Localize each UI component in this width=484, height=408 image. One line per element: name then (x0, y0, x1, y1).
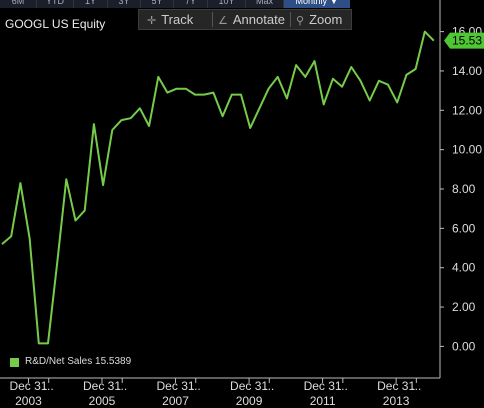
period-dropdown[interactable]: Monthly ▼ (284, 0, 350, 8)
x-tick-label: ... (117, 379, 127, 393)
toolbar-divider (212, 12, 213, 27)
legend: R&D/Net Sales 15.5389 (5, 355, 150, 371)
x-tick-label: Dec 31 (157, 379, 195, 393)
x-tick-label: Dec 31 (304, 379, 342, 393)
y-tick-label: 2.00 (452, 300, 476, 314)
toolbar-divider (290, 12, 291, 27)
chart-toolbar: ✛ Track ∠ Annotate ⚲ Zoom (138, 9, 352, 30)
magnifier-icon: ⚲ (296, 15, 305, 27)
legend-swatch (10, 358, 19, 367)
range-ytd-button[interactable]: YTD (37, 0, 74, 8)
x-tick-year-label: 2013 (383, 394, 410, 408)
x-tick-label: ... (411, 379, 421, 393)
zoom-label: Zoom (309, 12, 343, 27)
range-10y-button[interactable]: 10Y (208, 0, 246, 8)
y-tick-label: 6.00 (452, 221, 476, 235)
y-tick-label: 4.00 (452, 261, 476, 275)
x-tick-year-label: 2007 (162, 394, 189, 408)
y-tick-label: 10.00 (452, 143, 482, 157)
x-tick-label: Dec 31 (9, 379, 47, 393)
x-tick-year-label: 2011 (310, 394, 336, 408)
x-tick-label: Dec 31 (230, 379, 268, 393)
ticker-label: GOOGL US Equity (5, 17, 106, 31)
y-tick-label: 12.00 (452, 103, 482, 117)
range-bar: 6M YTD 1Y 3Y 5Y 7Y 10Y Max Monthly ▼ (0, 0, 484, 9)
legend-value: 15.5389 (95, 356, 132, 367)
annotate-button[interactable]: ∠ Annotate (218, 10, 285, 29)
last-value-badge (444, 32, 484, 49)
x-tick-year-label: 2009 (236, 394, 263, 408)
range-3y-button[interactable]: 3Y (108, 0, 141, 8)
y-tick-label: 8.00 (452, 182, 476, 196)
range-5y-button[interactable]: 5Y (141, 0, 174, 8)
x-tick-year-label: 2003 (15, 394, 42, 408)
track-label: Track (161, 12, 194, 27)
last-value-text: 15.53 (452, 34, 482, 48)
range-7y-button[interactable]: 7Y (174, 0, 208, 8)
y-tick-label: 14.00 (452, 64, 482, 78)
range-6m-button[interactable]: 6M (0, 0, 37, 8)
x-tick-year-label: 2005 (89, 394, 116, 408)
series-line (1, 30, 435, 345)
legend-entry: R&D/Net Sales 15.5389 (25, 356, 131, 367)
x-tick-label: Dec 31 (377, 379, 415, 393)
legend-label: R&D/Net Sales (25, 356, 93, 367)
x-tick-label: ... (191, 379, 201, 393)
x-tick-label: ... (264, 379, 274, 393)
zoom-button[interactable]: ⚲ Zoom (296, 10, 342, 29)
annotate-label: Annotate (232, 12, 285, 27)
x-tick-label: ... (44, 379, 54, 393)
x-tick-label: Dec 31 (83, 379, 121, 393)
crosshair-icon: ✛ (147, 15, 157, 27)
track-button[interactable]: ✛ Track (147, 10, 193, 29)
x-tick-label: ... (338, 379, 348, 393)
range-1y-button[interactable]: 1Y (74, 0, 108, 8)
y-tick-label: 0.00 (452, 339, 476, 353)
range-max-button[interactable]: Max (246, 0, 284, 8)
pencil-icon: ∠ (218, 15, 228, 27)
